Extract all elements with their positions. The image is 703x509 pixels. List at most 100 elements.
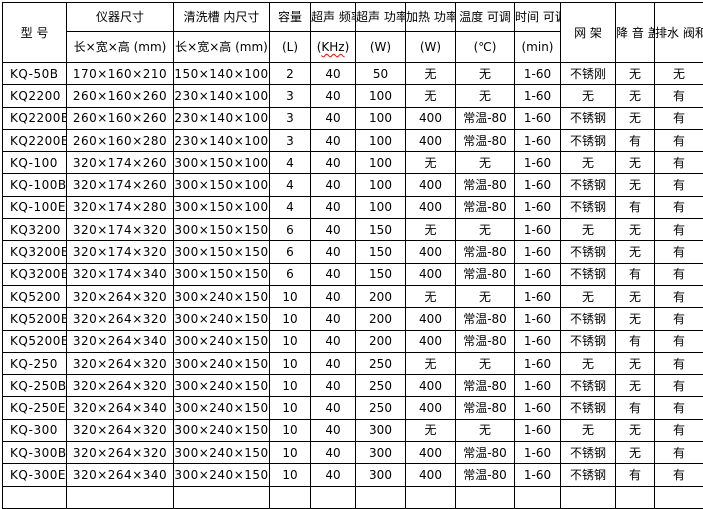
capacity-cell: 2: [270, 63, 311, 85]
frequency-cell: 40: [311, 241, 356, 263]
tank-size-cell: 300×150×100: [174, 152, 270, 174]
noise-cover-cell: 无: [616, 352, 655, 374]
rack-cell: 无: [561, 352, 616, 374]
table-row: KQ-250 320×264×320 300×240×150 10 40 250…: [3, 352, 703, 374]
heating-power-cell: 400: [406, 263, 456, 285]
temp-adjustable-cell: 常温-80: [456, 107, 515, 129]
drain-valve-cell: 有: [655, 308, 703, 330]
model-cell: KQ-250E: [3, 397, 67, 419]
time-adjustable-cell: 1-60: [515, 464, 561, 486]
ultrasonic-power-cell: 250: [356, 352, 406, 374]
instrument-size-cell: 320×264×320: [67, 285, 174, 307]
header-ultrasonic-power: 超声 功率: [356, 3, 406, 32]
temp-adjustable-cell: 无: [456, 285, 515, 307]
model-cell: KQ-50B: [3, 63, 67, 85]
noise-cover-cell: 无: [616, 63, 655, 85]
capacity-cell: 4: [270, 174, 311, 196]
tank-size-cell: 300×240×150: [174, 308, 270, 330]
rack-cell: 不锈钢: [561, 375, 616, 397]
instrument-size-cell: 320×264×320: [67, 442, 174, 464]
ultrasonic-power-cell: 150: [356, 219, 406, 241]
tank-size-cell: 300×240×150: [174, 397, 270, 419]
heating-power-cell: [406, 486, 456, 508]
table-row: KQ-300B 320×264×320 300×240×150 10 40 30…: [3, 442, 703, 464]
temp-adjustable-cell: 无: [456, 419, 515, 441]
ultrasonic-power-cell: [356, 486, 406, 508]
rack-cell: 不锈钢: [561, 397, 616, 419]
header-ultrasonic-power-unit: (W): [356, 32, 406, 63]
rack-cell: 无: [561, 219, 616, 241]
heating-power-cell: 无: [406, 419, 456, 441]
rack-cell: 无: [561, 419, 616, 441]
instrument-size-cell: 260×160×260: [67, 107, 174, 129]
temp-adjustable-cell: 常温-80: [456, 375, 515, 397]
heating-power-cell: 无: [406, 285, 456, 307]
frequency-cell: 40: [311, 63, 356, 85]
time-adjustable-cell: 1-60: [515, 63, 561, 85]
tank-size-cell: 300×150×150: [174, 241, 270, 263]
table-row: KQ-100B 320×174×260 300×150×100 4 40 100…: [3, 174, 703, 196]
noise-cover-cell: 有: [616, 129, 655, 151]
instrument-size-cell: 320×174×340: [67, 263, 174, 285]
heating-power-cell: 400: [406, 107, 456, 129]
table-row: KQ2200B 260×160×260 230×140×100 3 40 100…: [3, 107, 703, 129]
model-cell: KQ5200E: [3, 330, 67, 352]
header-model: 型 号: [3, 3, 67, 63]
drain-valve-cell: 有: [655, 352, 703, 374]
capacity-cell: 10: [270, 397, 311, 419]
capacity-cell: 10: [270, 464, 311, 486]
time-adjustable-cell: 1-60: [515, 397, 561, 419]
tank-size-cell: 300×240×150: [174, 442, 270, 464]
table-row: KQ5200 320×264×320 300×240×150 10 40 200…: [3, 285, 703, 307]
rack-cell: 不锈钢: [561, 308, 616, 330]
model-cell: KQ-250B: [3, 375, 67, 397]
model-cell: KQ-300E: [3, 464, 67, 486]
frequency-cell: 40: [311, 174, 356, 196]
heating-power-cell: 400: [406, 196, 456, 218]
model-cell: KQ-100E: [3, 196, 67, 218]
frequency-cell: 40: [311, 464, 356, 486]
heating-power-cell: 400: [406, 129, 456, 151]
drain-valve-cell: 有: [655, 375, 703, 397]
rack-cell: 不锈钢: [561, 442, 616, 464]
drain-valve-cell: 有: [655, 330, 703, 352]
instrument-size-cell: 320×174×320: [67, 241, 174, 263]
heating-power-cell: 无: [406, 219, 456, 241]
model-cell: [3, 486, 67, 508]
model-cell: KQ3200: [3, 219, 67, 241]
heating-power-cell: 无: [406, 152, 456, 174]
heating-power-cell: 400: [406, 330, 456, 352]
tank-size-cell: 300×240×150: [174, 464, 270, 486]
rack-cell: 不锈钢: [561, 107, 616, 129]
noise-cover-cell: 无: [616, 152, 655, 174]
header-capacity: 容量: [270, 3, 311, 32]
tank-size-cell: 300×240×150: [174, 375, 270, 397]
paren-close: ): [345, 40, 350, 54]
noise-cover-cell: 无: [616, 442, 655, 464]
table-row: KQ5200B 320×264×320 300×240×150 10 40 20…: [3, 308, 703, 330]
noise-cover-cell: 无: [616, 107, 655, 129]
temp-adjustable-cell: 无: [456, 352, 515, 374]
time-adjustable-cell: 1-60: [515, 442, 561, 464]
drain-valve-cell: 无: [655, 63, 703, 85]
frequency-cell: 40: [311, 397, 356, 419]
instrument-size-cell: 170×160×210: [67, 63, 174, 85]
noise-cover-cell: 无: [616, 375, 655, 397]
heating-power-cell: 400: [406, 464, 456, 486]
heating-power-cell: 无: [406, 352, 456, 374]
heating-power-cell: 400: [406, 442, 456, 464]
table-row: KQ-300 320×264×320 300×240×150 10 40 300…: [3, 419, 703, 441]
time-adjustable-cell: 1-60: [515, 196, 561, 218]
ultrasonic-power-cell: 300: [356, 419, 406, 441]
ultrasonic-power-cell: 200: [356, 308, 406, 330]
time-adjustable-cell: [515, 486, 561, 508]
ultrasonic-power-cell: 300: [356, 464, 406, 486]
instrument-size-cell: 320×174×260: [67, 174, 174, 196]
heating-power-cell: 无: [406, 85, 456, 107]
heating-power-cell: 无: [406, 63, 456, 85]
table-header: 型 号 仪器尺寸 清洗槽 内尺寸 容量 超声 频率 超声 功率 加热 功率 温度…: [3, 3, 703, 63]
heating-power-cell: 400: [406, 308, 456, 330]
temp-adjustable-cell: 常温-80: [456, 129, 515, 151]
time-adjustable-cell: 1-60: [515, 419, 561, 441]
time-adjustable-cell: 1-60: [515, 152, 561, 174]
